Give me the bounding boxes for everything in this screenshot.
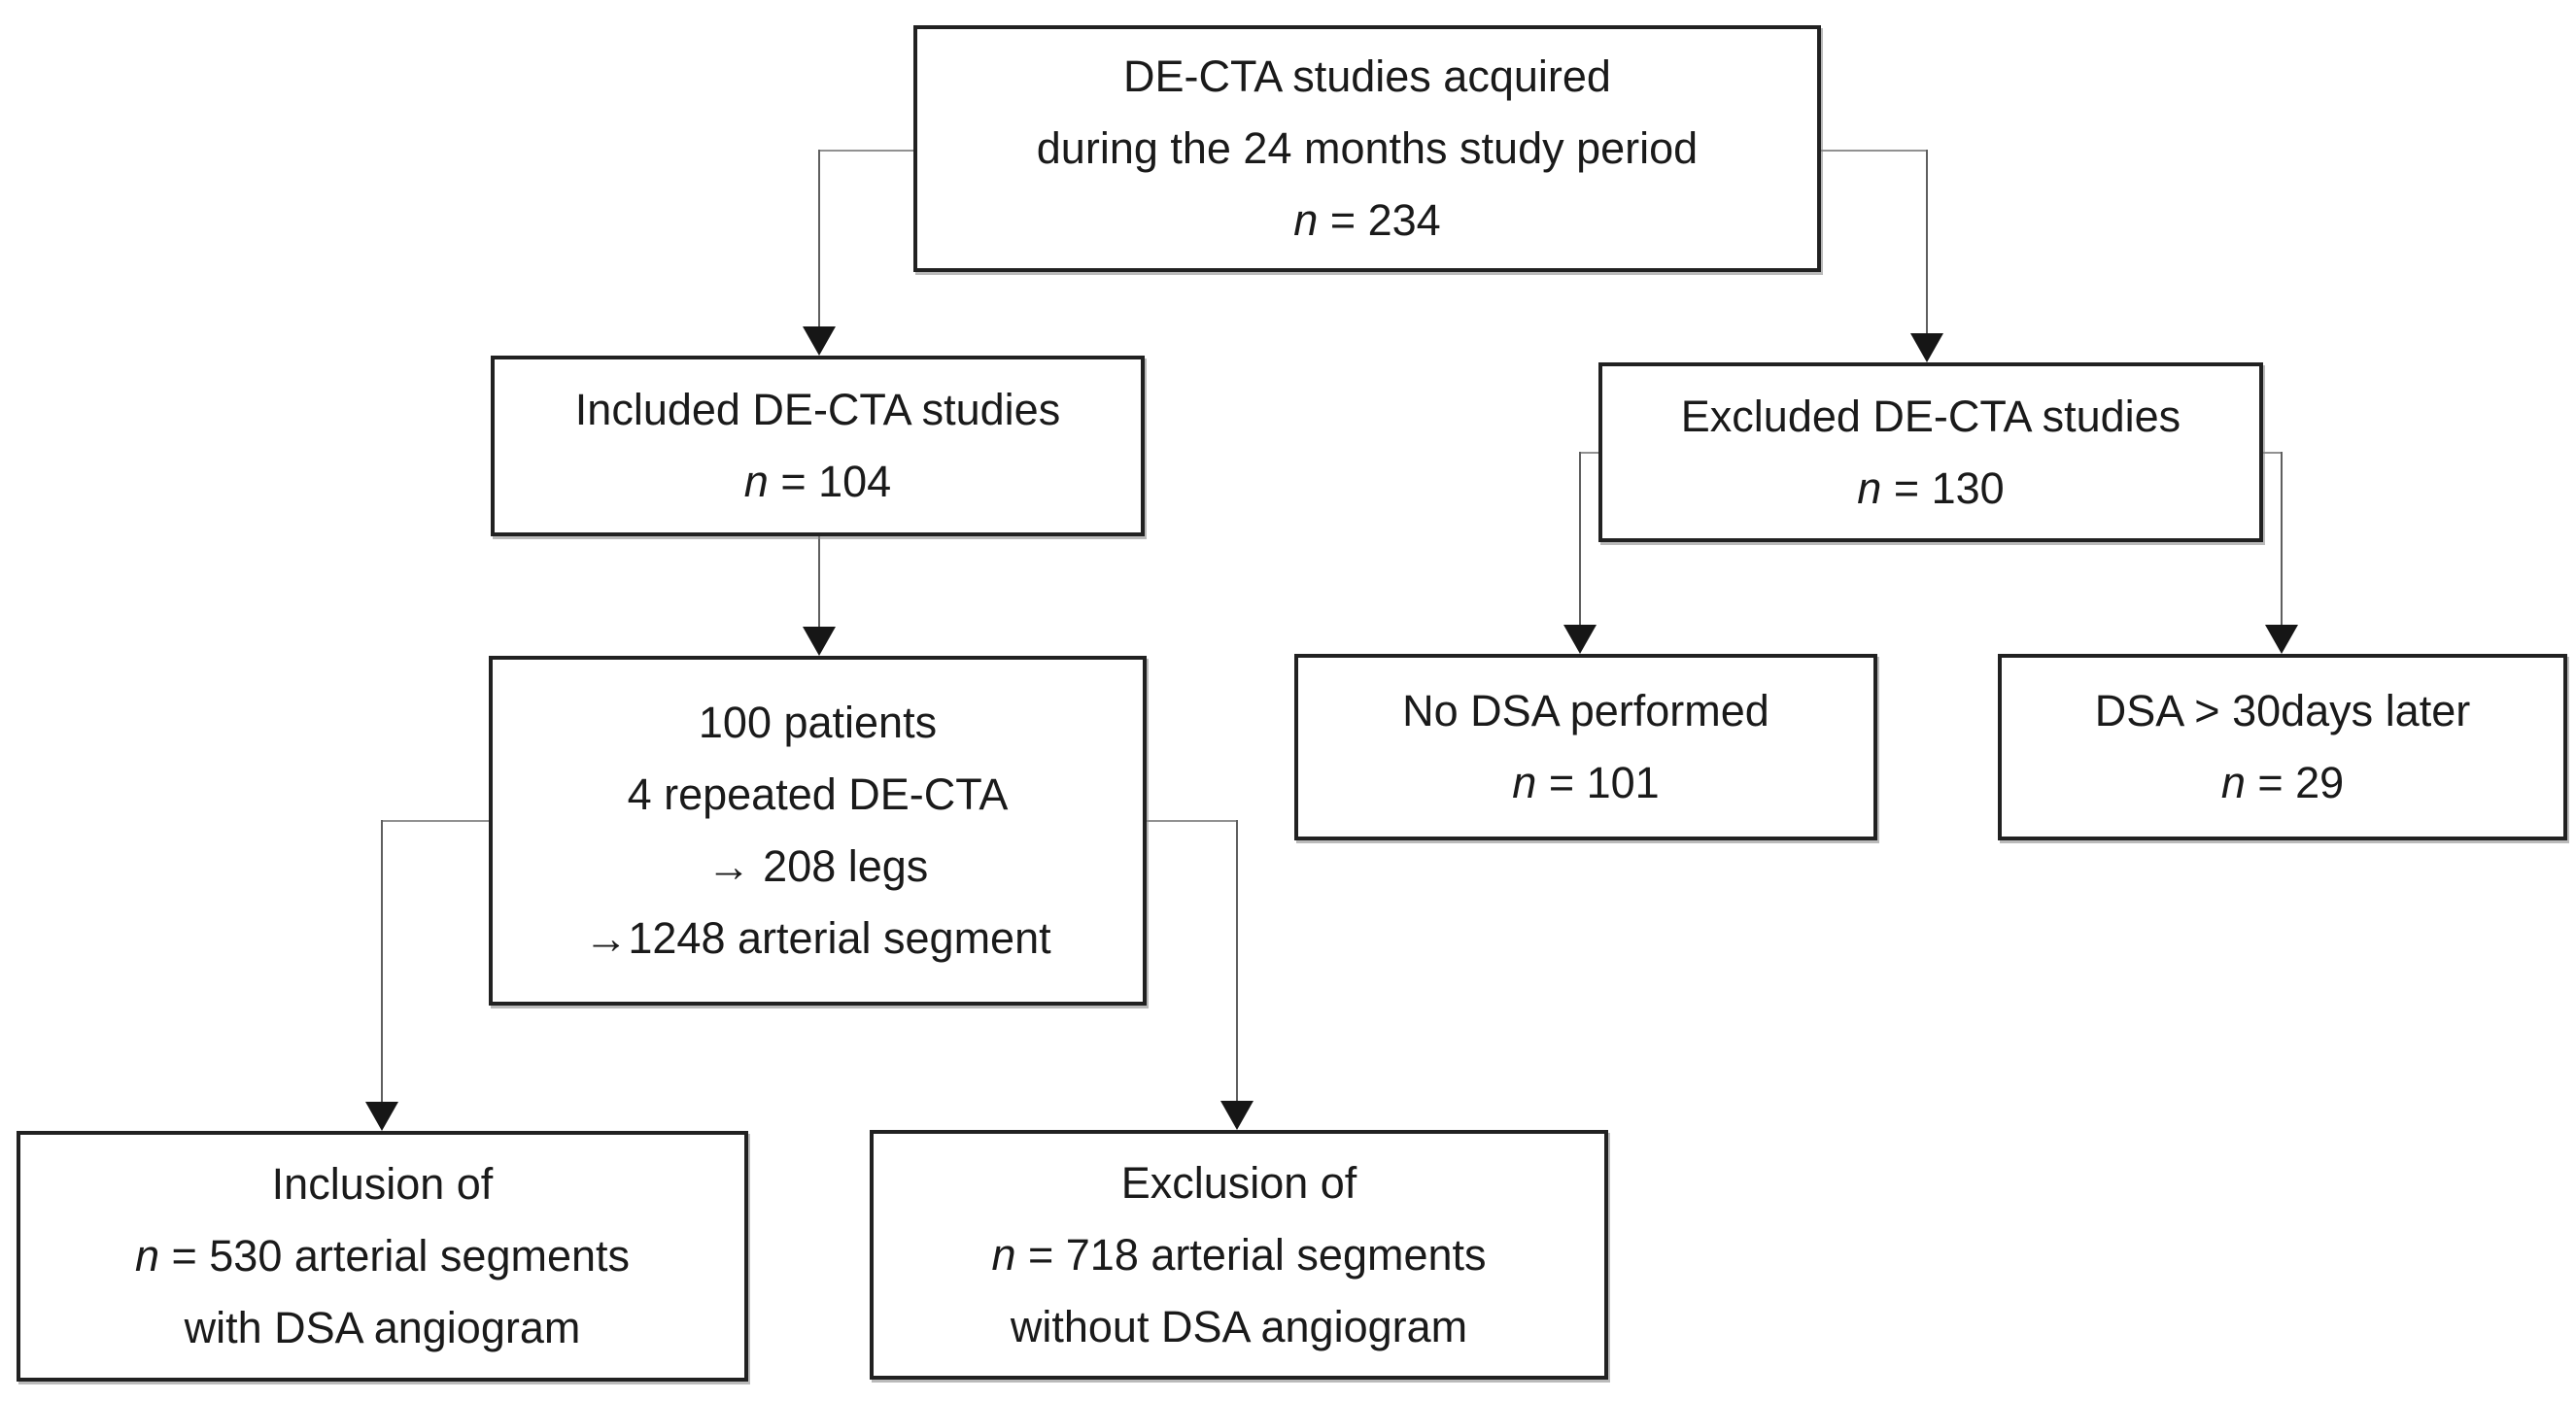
box-included-text: Included DE-CTA studies n = 104 [495, 374, 1141, 518]
box-inclusion-text: Inclusion of n = 530 arterial segments wit… [20, 1148, 744, 1364]
connector-excluded-to-dsalater-horizontal [2263, 452, 2283, 454]
connector-excluded-to-dsalater-vertical [2281, 452, 2283, 625]
box-patients-summary: 100 patients 4 repeated DE-CTA → 208 legs →… [489, 656, 1147, 1006]
connector-patients-to-exclusion-horizontal [1147, 820, 1238, 822]
text-line: 4 repeated DE-CTA [627, 769, 1009, 819]
box-excluded-text: Excluded DE-CTA studies n = 130 [1602, 381, 2259, 525]
connector-acquired-to-included-horizontal [818, 150, 913, 152]
connector-acquired-to-excluded-horizontal [1821, 150, 1928, 152]
connector-patients-to-inclusion-vertical [381, 820, 383, 1102]
text-line: DE-CTA studies acquired [1123, 51, 1611, 101]
connector-excluded-to-nodsa-horizontal [1579, 452, 1598, 454]
box-no-dsa-performed: No DSA performed n = 101 [1294, 654, 1877, 840]
text-line: 100 patients [698, 698, 938, 747]
text-line: No DSA performed [1402, 686, 1769, 735]
text-line: →1248 arterial segment [584, 913, 1051, 963]
arrowhead-to-inclusion [365, 1102, 398, 1131]
box-acquired-text: DE-CTA studies acquired during the 24 mon… [917, 41, 1817, 256]
text-line: DSA > 30days later [2094, 686, 2471, 735]
text-line: n = 29 [2220, 758, 2345, 807]
box-dsa-30days-text: DSA > 30days later n = 29 [2002, 675, 2563, 819]
text-line: Excluded DE-CTA studies [1680, 391, 2181, 441]
arrowhead-to-exclusion [1220, 1101, 1254, 1130]
text-line: without DSA angiogram [1010, 1301, 1468, 1351]
text-line: n = 130 [1857, 462, 2005, 513]
connector-acquired-to-excluded-vertical [1926, 150, 1928, 333]
text-line: n = 101 [1512, 758, 1660, 807]
arrowhead-to-nodsa [1563, 625, 1597, 654]
arrowhead-to-included [803, 326, 836, 356]
box-dsa-30days-later: DSA > 30days later n = 29 [1998, 654, 2567, 840]
text-line: n = 718 arterial segments [991, 1229, 1487, 1280]
text-line: with DSA angiogram [184, 1303, 581, 1352]
box-patients-text: 100 patients 4 repeated DE-CTA → 208 legs →… [493, 687, 1143, 974]
box-excluded-studies: Excluded DE-CTA studies n = 130 [1598, 362, 2263, 542]
text-line: n = 530 arterial segments [134, 1231, 631, 1281]
arrowhead-to-dsalater [2265, 625, 2298, 654]
connector-patients-to-inclusion-horizontal [381, 820, 489, 822]
box-exclusion-segments: Exclusion of n = 718 arterial segments wit… [870, 1130, 1608, 1380]
text-line: n = 104 [743, 457, 892, 506]
box-inclusion-segments: Inclusion of n = 530 arterial segments wit… [17, 1131, 748, 1382]
connector-patients-to-exclusion-vertical [1236, 820, 1238, 1101]
text-line: Included DE-CTA studies [574, 385, 1061, 434]
text-line: Inclusion of [271, 1159, 494, 1209]
text-line: during the 24 months study period [1036, 123, 1699, 173]
text-line: n = 234 [1293, 195, 1441, 245]
box-no-dsa-text: No DSA performed n = 101 [1298, 675, 1873, 819]
text-line: Exclusion of [1120, 1157, 1357, 1208]
box-included-studies: Included DE-CTA studies n = 104 [491, 356, 1145, 536]
arrowhead-to-excluded [1910, 333, 1943, 362]
connector-excluded-to-nodsa-vertical [1579, 452, 1581, 625]
box-exclusion-text: Exclusion of n = 718 arterial segments wit… [874, 1147, 1604, 1363]
box-acquired-studies: DE-CTA studies acquired during the 24 mon… [913, 25, 1821, 272]
connector-acquired-to-included-vertical [818, 150, 820, 326]
arrowhead-to-patients [803, 627, 836, 656]
text-line: → 208 legs [706, 841, 929, 891]
connector-included-to-patients-vertical [818, 536, 820, 627]
